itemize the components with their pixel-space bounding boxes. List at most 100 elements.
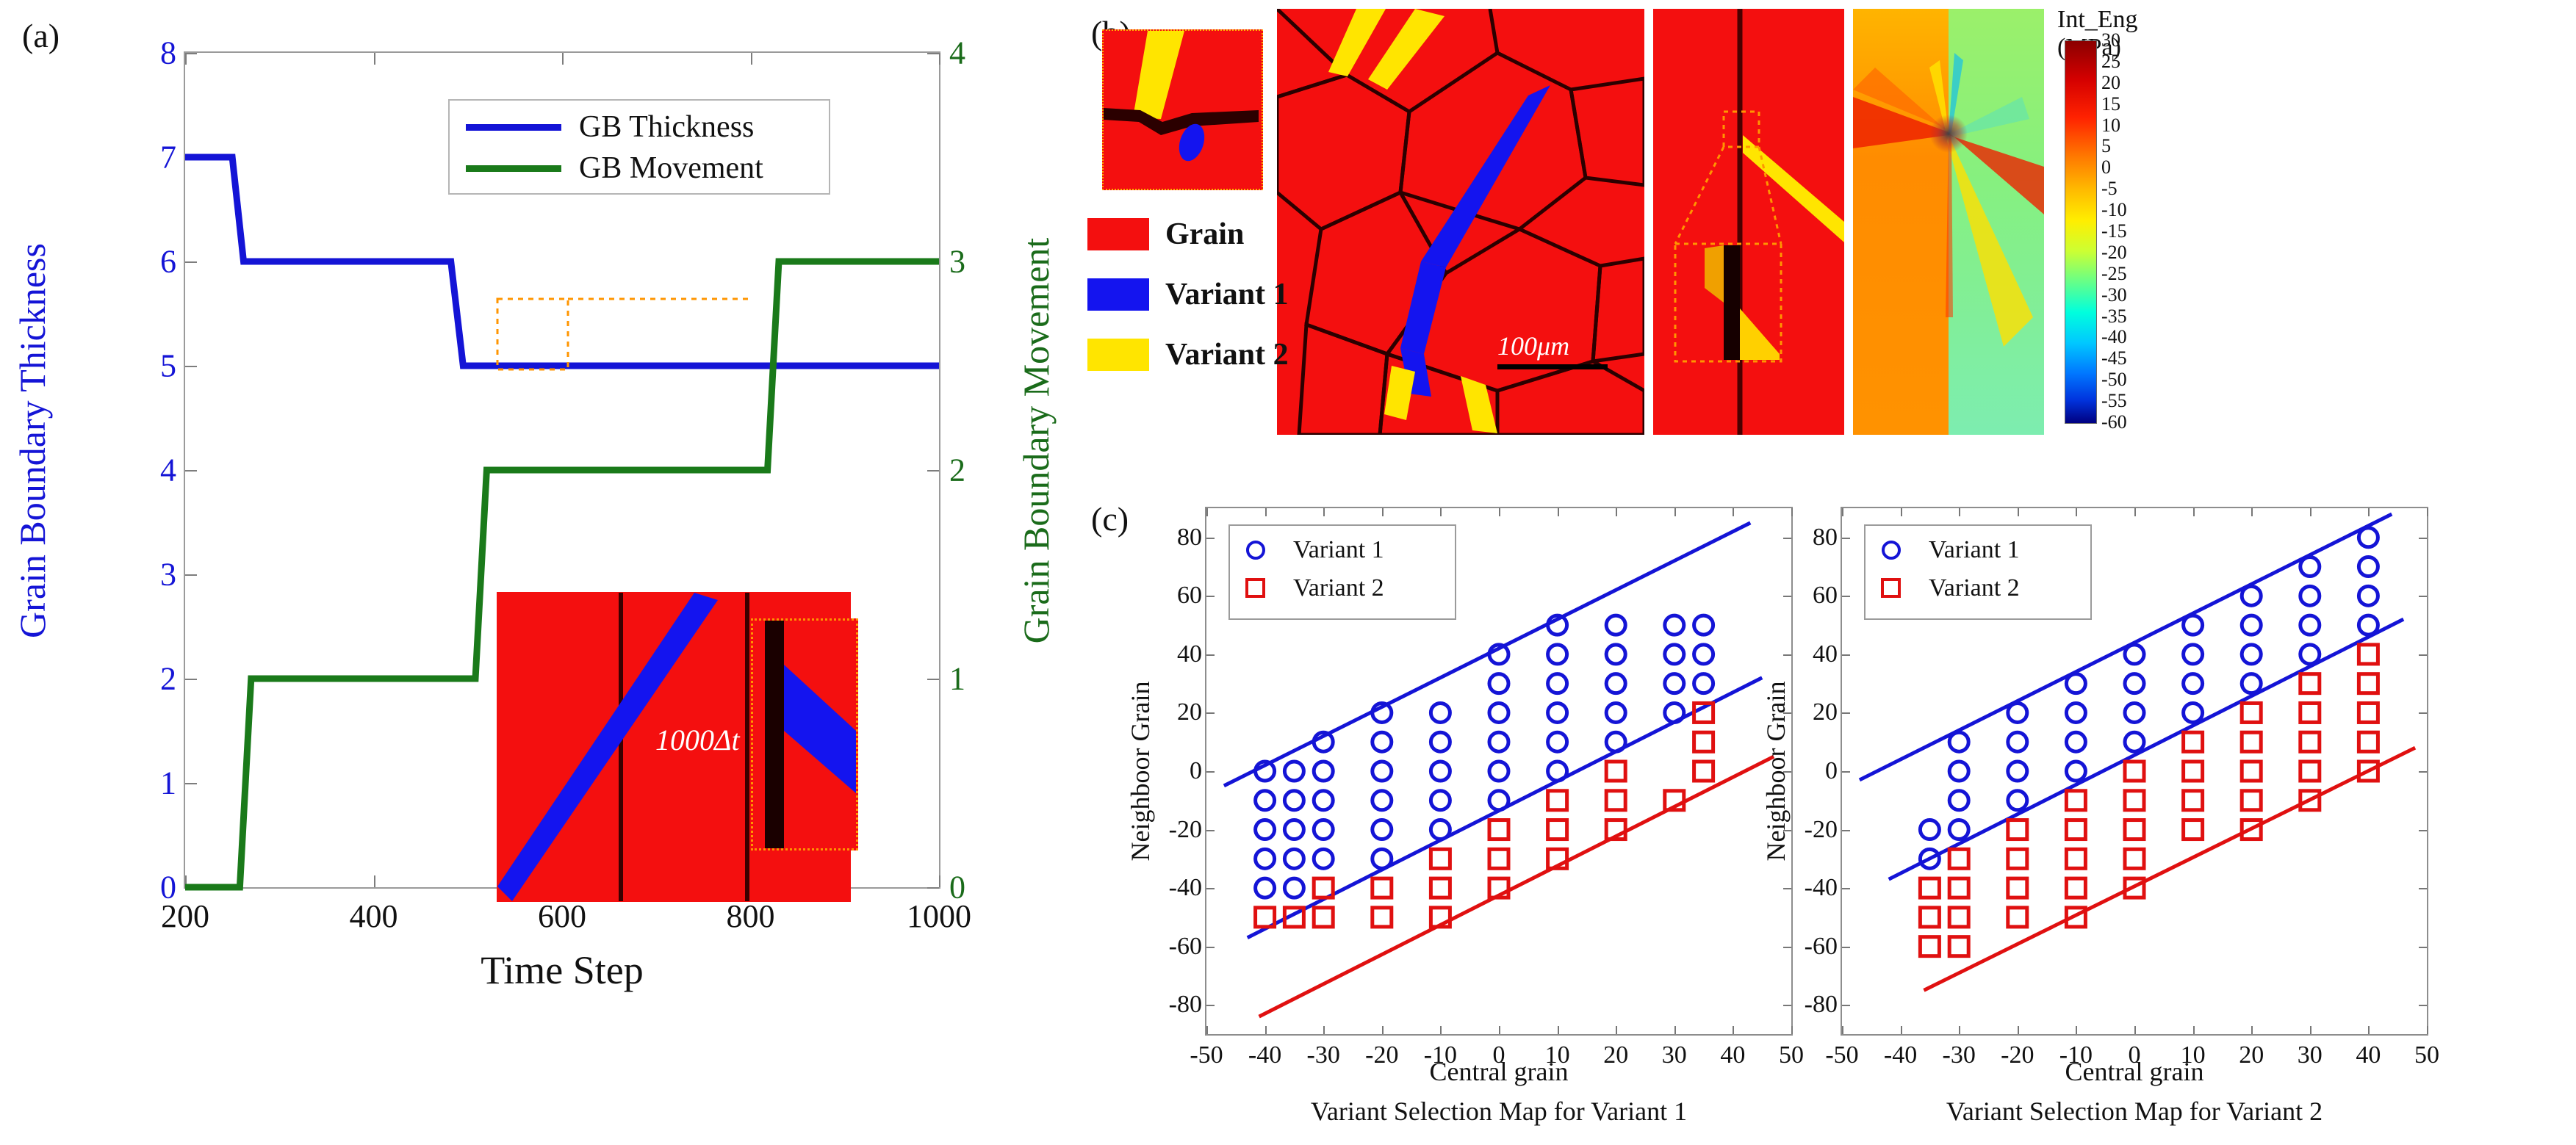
fit-line-red (1258, 754, 1775, 1019)
tick-mark (185, 574, 197, 576)
marker-variant-2 (2356, 701, 2380, 724)
marker-variant-1 (1428, 759, 1452, 783)
panel-c-right-y-label: Neighboor Grain (1761, 681, 1791, 862)
tick-mark (1616, 1026, 1618, 1034)
tick-mark (939, 53, 940, 65)
panel-b-internal-energy-field (1853, 9, 2044, 435)
marker-variant-2 (2298, 759, 2322, 783)
tick-mark (185, 53, 187, 65)
marker-variant-2 (2123, 789, 2146, 812)
marker-variant-1 (1918, 818, 1941, 842)
tick-mark (1842, 1005, 1850, 1007)
tick-mark (1791, 508, 1793, 516)
marker-variant-1 (1312, 759, 1335, 783)
marker-variant-1 (2181, 672, 2205, 696)
marker-variant-1 (1312, 789, 1335, 812)
marker-variant-1 (2064, 730, 2087, 754)
colorbar-tick-label: -55 (2101, 390, 2127, 412)
marker-variant-2 (1692, 730, 1716, 754)
marker-variant-1 (2064, 759, 2087, 783)
y-tick-label-left: 2 (160, 660, 176, 697)
marker-variant-1 (1370, 701, 1394, 724)
marker-variant-1 (2298, 584, 2322, 607)
marker-variant-1 (1370, 759, 1394, 783)
tick-mark (185, 875, 187, 887)
marker-variant-1 (2006, 789, 2029, 812)
marker-variant-2 (2006, 906, 2029, 929)
marker-variant-2 (1428, 847, 1452, 870)
panel-c-right-y-tick-label: -80 (1804, 991, 1838, 1019)
tick-mark (1842, 946, 1850, 948)
panel-c-label: (c) (1091, 500, 1129, 538)
x-tick-label: 800 (726, 898, 775, 934)
tick-mark (2419, 1005, 2427, 1007)
marker-variant-2 (2356, 759, 2380, 783)
y-tick-label-right: 0 (949, 869, 965, 906)
marker-variant-1 (1487, 701, 1511, 724)
tick-mark (185, 366, 197, 367)
legend-marker-square (1245, 578, 1265, 598)
marker-variant-2 (1487, 847, 1511, 870)
marker-variant-1 (1312, 730, 1335, 754)
panel-c-right-y-tick-label: -20 (1804, 815, 1838, 843)
marker-variant-1 (1692, 643, 1716, 666)
marker-variant-2 (1312, 876, 1335, 900)
tick-mark (2076, 508, 2078, 516)
marker-variant-1 (1370, 789, 1394, 812)
marker-variant-2 (2181, 789, 2205, 812)
tick-mark (1206, 596, 1215, 598)
tick-mark (2251, 508, 2253, 516)
marker-variant-1 (1604, 643, 1627, 666)
marker-variant-2 (2064, 789, 2087, 812)
marker-variant-1 (2064, 701, 2087, 724)
marker-variant-1 (1282, 759, 1306, 783)
colorbar-tick-label: -45 (2101, 347, 2127, 369)
panel-c-right-x-tick-label: 0 (2128, 1041, 2141, 1069)
tick-mark (1440, 508, 1442, 516)
tick-mark (2192, 508, 2195, 516)
marker-variant-2 (1947, 906, 1971, 929)
marker-variant-1 (1604, 701, 1627, 724)
legend-swatch-variant-1 (1087, 278, 1149, 311)
tick-mark (1783, 1005, 1791, 1007)
panel-c-right-y-tick-label: 0 (1825, 757, 1838, 784)
tick-mark (1674, 1026, 1676, 1034)
marker-variant-1 (2239, 643, 2263, 666)
marker-variant-2 (2239, 701, 2263, 724)
marker-variant-1 (2064, 672, 2087, 696)
tick-mark (1440, 1026, 1442, 1034)
fit-line-red (1923, 745, 2417, 992)
marker-variant-2 (1604, 818, 1627, 842)
legend-swatch-grain (1087, 218, 1149, 250)
marker-variant-2 (2239, 730, 2263, 754)
tick-mark (2017, 1026, 2019, 1034)
tick-mark (562, 53, 564, 65)
series-1 (185, 258, 939, 891)
panel-c-left-x-tick-label: 0 (1492, 1041, 1505, 1069)
marker-variant-1 (2356, 555, 2380, 579)
panel-c-right-x-tick-label: 40 (2356, 1041, 2381, 1069)
panel-c-right-x-tick-label: -50 (1825, 1041, 1859, 1069)
marker-variant-2 (1253, 906, 1277, 929)
panel-c-right-x-label: Central grain (2065, 1057, 2204, 1086)
marker-variant-1 (1370, 730, 1394, 754)
marker-variant-1 (2006, 759, 2029, 783)
tick-mark (939, 875, 940, 887)
panel-c-left-y-tick-label: -40 (1168, 874, 1202, 902)
marker-variant-2 (1370, 906, 1394, 929)
marker-variant-1 (2356, 584, 2380, 607)
panel-a-legend: GB Thickness GB Movement (448, 99, 830, 195)
marker-variant-1 (1428, 730, 1452, 754)
marker-variant-2 (1918, 876, 1941, 900)
marker-variant-1 (1546, 613, 1569, 637)
tick-mark (185, 783, 197, 784)
panel-c-right-y-tick-label: 60 (1813, 582, 1838, 610)
marker-variant-1 (1312, 847, 1335, 870)
colorbar-tick-label: 20 (2101, 71, 2120, 93)
tick-mark (2134, 1026, 2136, 1034)
legend-label-variant-2: Variant 2 (1929, 574, 2020, 602)
colorbar-tick-label: -30 (2101, 283, 2127, 306)
marker-variant-1 (1604, 672, 1627, 696)
marker-variant-1 (1282, 789, 1306, 812)
marker-variant-1 (2006, 701, 2029, 724)
